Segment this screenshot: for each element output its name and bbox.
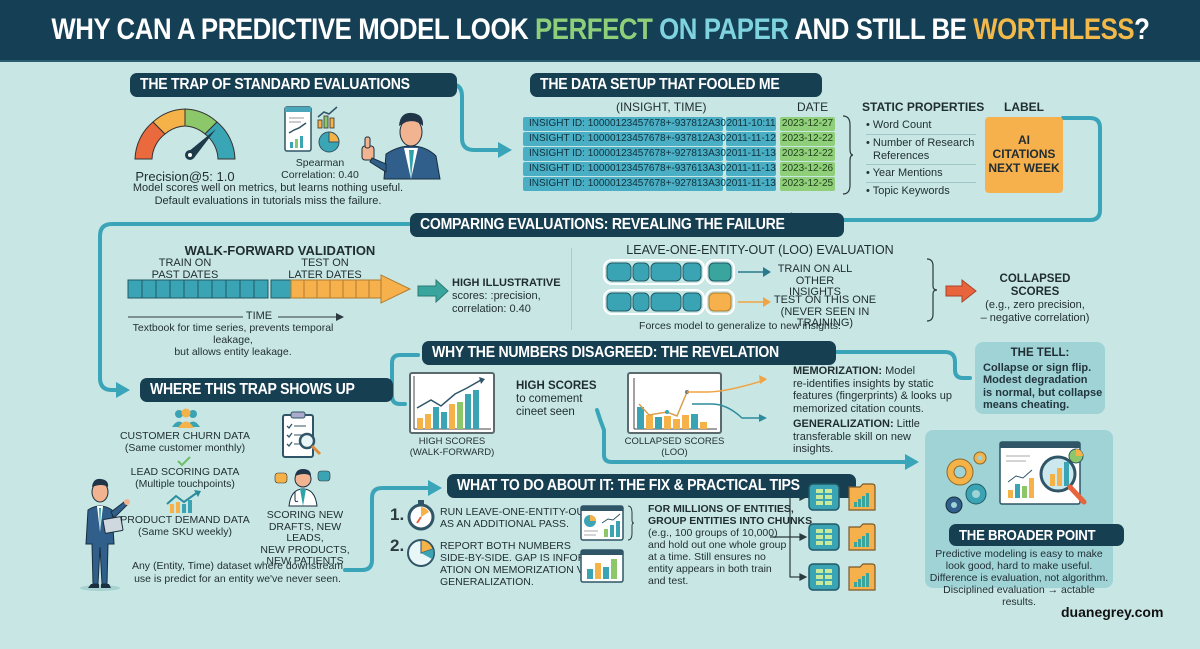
gauge-label: Precision@5: 1.0	[135, 169, 235, 184]
checkmark-icon	[177, 456, 191, 467]
tip2-text: REPORT BOTH NUMBERS SIDE-BY-SIDE. GAP IS …	[440, 540, 598, 589]
pie-chart-icon	[318, 131, 340, 153]
result-arrow-icon	[417, 278, 449, 304]
walk-forward-timeline	[127, 274, 412, 304]
collapsed-scores-caption: COLLAPSED SCORES (LOO)	[624, 436, 725, 458]
high-scores-caption: HIGH SCORES (WALK-FORWARD)	[409, 436, 495, 458]
loo-result: COLLAPSED SCORES (e.g., zero precision, …	[980, 273, 1090, 325]
where-heading: WHERE THIS TRAP SHOWS UP	[140, 378, 393, 402]
dashboard-window-icon	[580, 505, 624, 541]
time-axis	[128, 313, 344, 321]
pie-timer-icon	[407, 539, 435, 567]
where-item-demand: PRODUCT DEMAND DATA (Same SKU weekly)	[120, 514, 250, 539]
where-item-lead: LEAD SCORING DATA (Multiple touchpoints)	[130, 466, 240, 491]
clipboard-magnifier-icon	[282, 411, 322, 458]
gears-icon	[945, 451, 987, 514]
tell-title: THE TELL:	[1010, 347, 1070, 359]
collapsed-scores-chart	[627, 372, 722, 434]
title-end: ?	[1133, 13, 1150, 46]
tell-body: Collapse or sign flip. Modest degradation…	[983, 362, 1103, 412]
col-label: LABEL	[1004, 100, 1044, 114]
tip1-number: 1.	[390, 505, 405, 524]
gauge-icon	[134, 108, 236, 160]
static-properties-list: • Word Count • Number of Research Refere…	[866, 119, 976, 197]
broader-point-card: THE BROADER POINT Predictive modeling is…	[925, 430, 1124, 608]
test-later-label: TEST ON LATER DATES	[288, 257, 362, 281]
trap-caption: Model scores well on metrics, but learns…	[132, 182, 404, 208]
loo-test-label: TEST ON THIS ONE (NEVER SEEN IN TRAINING)	[773, 294, 877, 330]
divider	[571, 248, 572, 330]
title-text-1: WHY CAN A PREDICTIVE MODEL LOOK	[50, 13, 535, 46]
loo-train-label: TRAIN ON ALL OTHER INSIGHTS	[777, 263, 853, 299]
tip2-number: 2.	[390, 536, 405, 555]
title-worthless: WORTHLESS	[972, 13, 1134, 46]
col-insight-time: (INSIGHT, TIME)	[616, 100, 707, 114]
doctor-icon	[274, 469, 331, 507]
site-url[interactable]: duanegrey.com	[1061, 604, 1164, 620]
brace-icon	[842, 115, 854, 195]
train-past-label: TRAIN ON PAST DATES	[151, 257, 219, 281]
high-scores-chart	[409, 372, 495, 434]
broader-heading: THE BROADER POINT	[949, 524, 1124, 546]
chunk-group-3	[808, 563, 876, 591]
title-bar: WHY CAN A PREDICTIVE MODEL LOOK PERFECT …	[0, 0, 1200, 62]
bar-window-icon	[580, 549, 624, 583]
time-label: TIME	[245, 310, 273, 322]
data-setup-heading: THE DATA SETUP THAT FOOLED ME	[530, 73, 823, 97]
broader-text: Predictive modeling is easy to make look …	[929, 548, 1109, 609]
chunk-text: FOR MILLIONS OF ENTITIES, GROUP ENTITIES…	[648, 503, 813, 588]
where-caption: Any (Entity, Time) dataset where downstr…	[131, 560, 344, 585]
col-static: STATIC PROPERTIES	[862, 100, 985, 114]
tip1-text: RUN LEAVE-ONE-ENTITY-OUT AS AN ADDITIONAL…	[440, 506, 591, 530]
walk-forward-caption: Textbook for time series, prevents tempo…	[132, 322, 334, 359]
collapse-arrow-icon	[945, 278, 977, 304]
trend-chart-icon	[166, 490, 201, 513]
people-group-icon	[172, 408, 200, 428]
col-date: DATE	[797, 100, 829, 114]
where-item-churn: CUSTOMER CHURN DATA (Same customer monthl…	[119, 430, 251, 455]
loo-blocks	[603, 259, 763, 315]
magnifier-chart-icon	[999, 441, 1087, 505]
loo-caption: Forces model to generalize to new insigh…	[639, 320, 841, 332]
fix-heading: WHAT TO DO ABOUT IT: THE FIX & PRACTICAL…	[447, 474, 857, 498]
spearman-label: Spearman Correlation: 0.40	[281, 157, 359, 182]
scoring-new-text: SCORING NEW DRAFTS, NEW LEADS, NEW PRODUCT…	[260, 509, 350, 568]
businessman-thumbs-up-icon	[361, 112, 441, 180]
trap-heading: THE TRAP OF STANDARD EVALUATIONS	[130, 73, 457, 97]
presenter-icon	[80, 478, 130, 591]
revelation-heading: WHY THE NUMBERS DISAGREED: THE REVELATIO…	[422, 341, 837, 365]
page-title: WHY CAN A PREDICTIVE MODEL LOOK PERFECT …	[50, 13, 1150, 47]
label-box: AI CITATIONS NEXT WEEK	[985, 117, 1063, 193]
loo-title: LEAVE-ONE-ENTITY-OUT (LOO) EVALUATION	[626, 243, 894, 257]
memorization-text: MEMORIZATION: Model re-identifies insigh…	[793, 365, 952, 415]
revelation-arrows	[687, 375, 767, 422]
bar-chart-up-icon	[317, 106, 338, 129]
report-chart-icon	[284, 106, 312, 152]
comparing-heading: COMPARING EVALUATIONS: REVEALING THE FAI…	[410, 213, 845, 237]
title-perfect: PERFECT	[534, 13, 653, 46]
stopwatch-icon	[407, 500, 435, 531]
loo-arrowheads	[763, 267, 771, 307]
walk-forward-result: HIGH ILLUSTRATIVE scores: :precision, co…	[452, 277, 561, 316]
chunk-group-1	[808, 483, 876, 511]
title-on-paper: ON PAPER	[651, 13, 789, 46]
high-scores-side-text: HIGH SCORES to comement cineet seen	[516, 380, 597, 419]
walk-forward-title: WALK-FORWARD VALIDATION	[184, 243, 376, 258]
loo-brace-icon	[926, 258, 938, 322]
chunk-group-2	[808, 523, 876, 551]
tip-brace-icon	[627, 505, 635, 541]
the-tell-card: THE TELL: Collapse or sign flip. Modest d…	[975, 342, 1105, 414]
generalization-text: GENERALIZATION: Little transferable skil…	[793, 418, 920, 456]
title-text-2: AND STILL BE	[788, 13, 973, 46]
